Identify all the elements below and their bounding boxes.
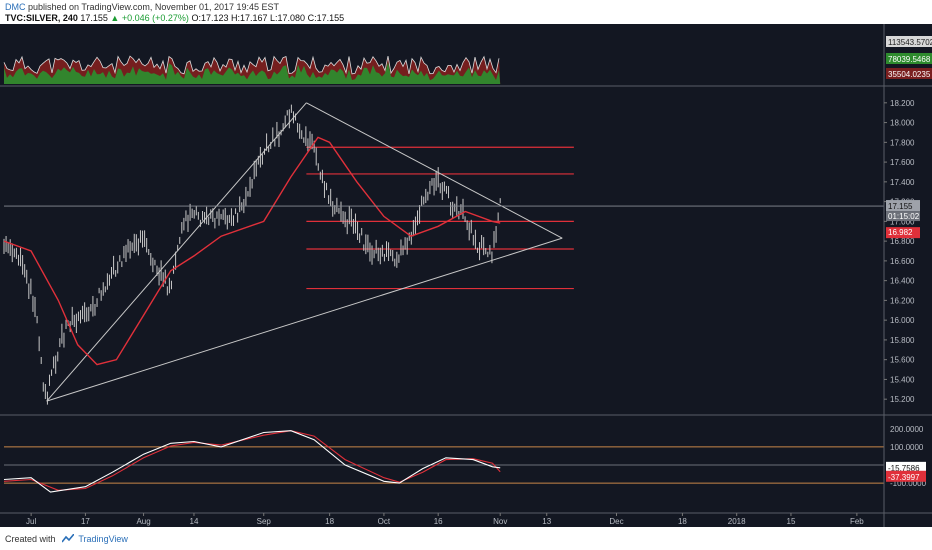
- oscillator-fast-label: -15.7586: [888, 464, 920, 473]
- price-tick-label: 16.800: [890, 237, 915, 246]
- price-panel: [3, 102, 884, 405]
- price-tick-label: 15.600: [890, 356, 915, 365]
- high-value: H:17.167: [230, 13, 268, 23]
- time-tick-label: Aug: [136, 517, 150, 526]
- time-tick-label: 18: [678, 517, 687, 526]
- header: DMC published on TradingView.com, Novemb…: [0, 0, 932, 24]
- time-tick-label: 17: [81, 517, 90, 526]
- published-text: published on TradingView.com, November 0…: [28, 2, 280, 12]
- chart-background: [0, 24, 932, 527]
- oscillator-slow-label: -37.3997: [888, 473, 920, 482]
- time-tick-label: Jul: [26, 517, 36, 526]
- price-tick-label: 15.400: [890, 375, 915, 384]
- symbol-info: TVC:SILVER, 240 17.155 ▲ +0.046 (+0.27%)…: [5, 13, 344, 23]
- moving-average-line: [3, 136, 501, 366]
- oscillator-fast-line: [3, 430, 501, 493]
- countdown-badge: [886, 211, 920, 222]
- time-tick-label: Oct: [378, 517, 391, 526]
- oscillator-tick-label: 100.0000: [890, 443, 924, 452]
- price-tick-label: 16.200: [890, 296, 915, 305]
- oscillator-tick-label: 200.0000: [890, 425, 924, 434]
- publish-info: DMC published on TradingView.com, Novemb…: [5, 2, 279, 12]
- time-tick-label: 16: [434, 517, 443, 526]
- open-value: O:17.123: [191, 13, 229, 23]
- price-tick-label: 16.400: [890, 277, 915, 286]
- price-tick-label: 16.000: [890, 316, 915, 325]
- tradingview-brand-link[interactable]: TradingView: [78, 534, 128, 544]
- tradingview-logo-icon: [62, 534, 75, 543]
- symbol-label: TVC:SILVER, 240: [5, 13, 78, 23]
- price-tick-label: 18.200: [890, 99, 915, 108]
- price-tick-label: 17.000: [890, 217, 915, 226]
- volume-value-label: 35504.0235: [888, 70, 931, 79]
- volume-value-badge: [886, 53, 932, 64]
- close-value: C:17.155: [307, 13, 345, 23]
- last-price-badge: [886, 200, 920, 212]
- created-with-label: Created with: [5, 534, 56, 544]
- volume-total-line: [3, 55, 500, 75]
- price-tick-label: 15.800: [890, 336, 915, 345]
- volume-up-area: [4, 62, 501, 84]
- triangle-trendline: [46, 102, 307, 402]
- oscillator-slow-badge: [886, 470, 926, 482]
- countdown-label: 01:15:02: [888, 212, 920, 221]
- volume-value-badge: [886, 36, 932, 47]
- triangle-trendline: [46, 237, 563, 402]
- last-price-label: 17.155: [888, 202, 913, 211]
- price-tick-label: 15.200: [890, 395, 915, 404]
- time-tick-label: Feb: [850, 517, 864, 526]
- price-change: +0.046 (+0.27%): [121, 13, 189, 23]
- time-tick-label: Nov: [493, 517, 507, 526]
- price-tick-label: 17.800: [890, 138, 915, 147]
- volume-value-label: 113543.5702: [888, 38, 932, 47]
- time-tick-label: Sep: [257, 517, 272, 526]
- axes: 113543.5702 78039.5468 35504.0235 18.200 18.…: [0, 24, 932, 527]
- time-tick-label: Dec: [609, 517, 623, 526]
- created-with: Created with TradingView: [5, 534, 128, 544]
- last-price: 17.155: [80, 13, 108, 23]
- oscillator-panel: [3, 430, 884, 493]
- time-tick-label: 14: [190, 517, 199, 526]
- price-tick-label: 16.600: [890, 257, 915, 266]
- oscillator-tick-label: -100.0000: [890, 479, 927, 488]
- price-tick-label: 17.600: [890, 158, 915, 167]
- oscillator-fast-badge: [886, 461, 926, 473]
- username-link[interactable]: DMC: [5, 2, 26, 12]
- time-tick-label: 18: [325, 517, 334, 526]
- volume-value-badge: [886, 68, 932, 79]
- ma-value-badge: [886, 227, 920, 239]
- up-arrow-icon: ▲: [110, 13, 120, 23]
- volume-value-label: 78039.5468: [888, 55, 931, 64]
- triangle-trendline: [306, 102, 563, 239]
- low-value: L:17.080: [270, 13, 306, 23]
- ma-value-label: 16.982: [888, 228, 913, 237]
- footer: Created with TradingView: [0, 527, 932, 550]
- volume-panel: [3, 55, 501, 84]
- price-tick-label: 17.400: [890, 178, 915, 187]
- chart-area[interactable]: 113543.5702 78039.5468 35504.0235 18.200 18.…: [0, 24, 932, 527]
- oscillator-slow-line: [3, 430, 501, 491]
- time-tick-label: 13: [542, 517, 551, 526]
- time-tick-label: 2018: [728, 517, 746, 526]
- price-tick-label: 18.000: [890, 119, 915, 128]
- time-tick-label: 15: [787, 517, 796, 526]
